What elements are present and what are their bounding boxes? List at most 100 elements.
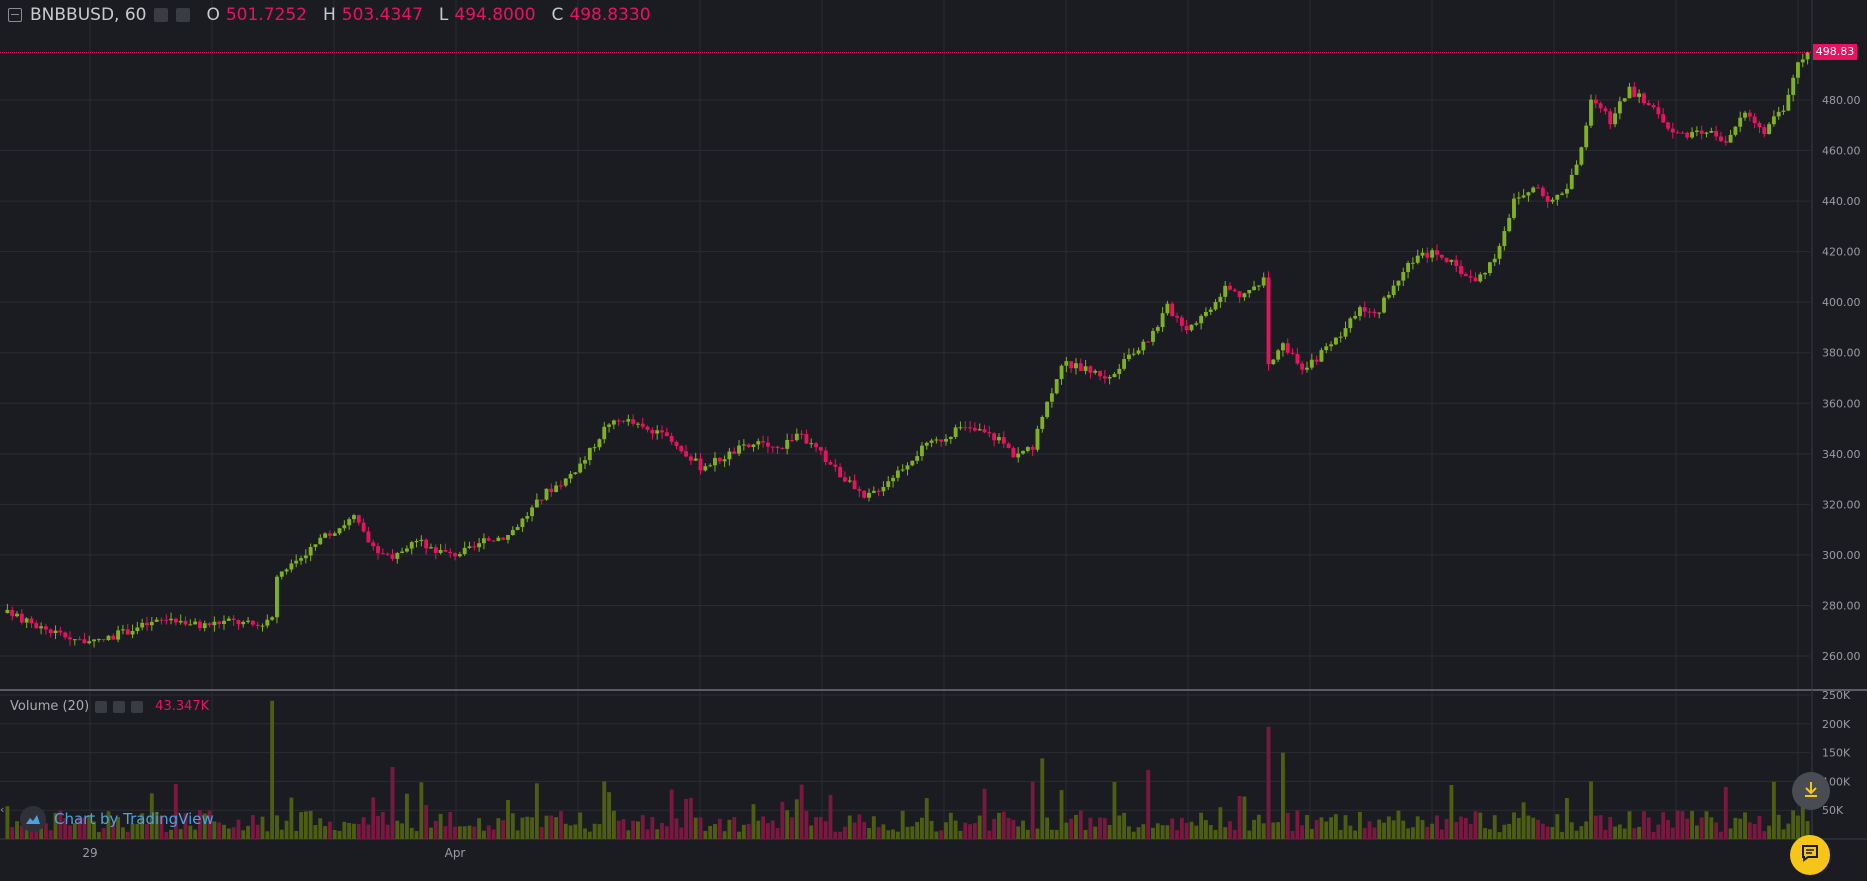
candle-body <box>891 477 895 482</box>
volume-bar <box>236 819 241 839</box>
volume-bar <box>1487 829 1492 839</box>
volume-bar <box>688 797 693 839</box>
candle-body <box>472 546 477 548</box>
volume-bar <box>87 815 92 839</box>
high-value: 503.4347 <box>341 5 423 25</box>
candle-body <box>404 548 409 552</box>
price-tick-label: 280.00 <box>1822 599 1861 612</box>
candle-body <box>1406 262 1411 273</box>
candle-body <box>818 447 823 451</box>
scroll-to-latest-button[interactable] <box>1792 772 1830 810</box>
minus-square-icon[interactable] <box>8 8 22 22</box>
candle-body <box>29 618 34 624</box>
tradingview-branding[interactable]: Chart by TradingView <box>20 806 214 832</box>
volume-bar <box>385 824 390 839</box>
candle-body <box>1463 274 1468 277</box>
volume-tick-label: 200K <box>1822 718 1851 731</box>
candle-body <box>419 539 424 541</box>
candle-body <box>82 639 87 644</box>
candle-body <box>963 427 968 429</box>
volume-bar <box>857 814 862 839</box>
volume-bar <box>708 825 713 839</box>
candle-body <box>1709 130 1714 133</box>
symbol-label[interactable]: BNBBUSD, 60 <box>30 5 147 25</box>
candle-body <box>1415 255 1420 263</box>
close-icon[interactable] <box>131 700 144 713</box>
chevron-left-icon[interactable]: ‹ <box>0 803 5 816</box>
volume-bar <box>1107 825 1112 839</box>
candle-body <box>1473 277 1478 282</box>
volume-bar <box>279 829 284 839</box>
close-label: C <box>551 5 564 25</box>
candle-body <box>48 629 53 634</box>
volume-bar <box>1078 810 1083 839</box>
volume-bar <box>111 822 116 839</box>
settings-icon[interactable] <box>176 8 191 22</box>
chat-button[interactable] <box>1790 835 1830 875</box>
volume-bar <box>457 826 462 839</box>
candle-body <box>43 626 48 630</box>
volume-bar <box>58 810 63 839</box>
volume-bar <box>1295 810 1300 839</box>
candle-body <box>607 424 611 427</box>
volume-bar <box>765 823 770 839</box>
volume-bar <box>1391 820 1396 839</box>
volume-bar <box>1045 817 1050 839</box>
volume-bar <box>554 817 559 839</box>
candle-body <box>217 621 222 624</box>
candle-body <box>693 458 698 461</box>
volume-bar <box>347 823 352 839</box>
candle-body <box>910 460 915 466</box>
volume-bar <box>1512 812 1516 839</box>
candle-body <box>1309 359 1314 368</box>
volume-bar <box>1723 786 1728 839</box>
volume-title[interactable]: Volume (20) <box>10 699 90 714</box>
volume-bar <box>226 828 231 839</box>
candle-body <box>327 533 332 536</box>
volume-bar <box>544 815 549 839</box>
candle-body <box>154 619 159 622</box>
volume-value: 43.347K <box>155 699 210 714</box>
volume-bar <box>1372 827 1377 839</box>
branding-text: Chart by TradingView <box>54 810 214 828</box>
settings-icon[interactable] <box>113 700 126 713</box>
candle-body <box>1314 359 1319 362</box>
candle-body <box>164 619 169 621</box>
volume-bar <box>140 813 145 839</box>
volume-bar <box>631 820 636 839</box>
volume-bar <box>1016 826 1021 839</box>
high-label: H <box>322 5 336 25</box>
candle-body <box>1021 450 1025 454</box>
volume-bar <box>669 789 674 839</box>
volume-bar <box>1771 781 1776 839</box>
volume-bar <box>640 815 645 839</box>
candle-body <box>1603 108 1608 112</box>
candle-body <box>626 419 631 422</box>
volume-bar <box>1516 817 1521 839</box>
volume-bar <box>732 817 737 839</box>
candle-body <box>1420 252 1425 256</box>
volume-bar <box>510 813 515 839</box>
eye-icon[interactable] <box>154 8 169 22</box>
volume-bar <box>737 831 741 839</box>
volume-bar <box>1632 828 1637 839</box>
candle-body <box>1550 199 1555 202</box>
volume-bar <box>563 823 568 839</box>
eye-icon[interactable] <box>95 700 108 713</box>
candle-body <box>953 427 958 437</box>
volume-bar <box>1064 822 1069 839</box>
candle-body <box>1690 131 1694 138</box>
volume-bar <box>1151 827 1155 839</box>
low-label: L <box>438 5 449 25</box>
candle-body <box>1608 111 1613 125</box>
volume-bar <box>1131 831 1136 839</box>
volume-bar <box>390 767 395 839</box>
candle-body <box>862 490 867 498</box>
volume-bar <box>231 827 236 839</box>
candle-body <box>924 442 929 446</box>
candle-body <box>87 641 92 644</box>
candle-body <box>299 558 303 561</box>
candle-body <box>915 456 920 461</box>
volume-bar <box>462 826 467 839</box>
